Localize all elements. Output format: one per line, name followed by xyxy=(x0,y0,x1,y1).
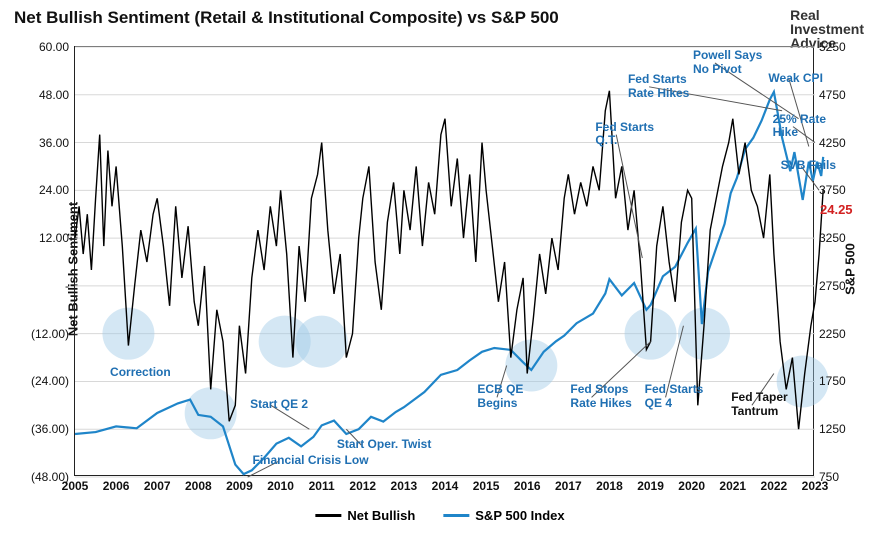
x-tick: 2007 xyxy=(144,475,171,493)
y-right-tick: 3250 xyxy=(813,231,846,245)
x-tick: 2006 xyxy=(103,475,130,493)
y-left-tick: 36.00 xyxy=(19,136,75,150)
legend-item: S&P 500 Index xyxy=(443,508,564,523)
logo-line2: Investment xyxy=(790,22,864,36)
x-tick: 2017 xyxy=(555,475,582,493)
x-tick: 2019 xyxy=(637,475,664,493)
x-tick: 2023 xyxy=(802,475,829,493)
y-right-tick: 5250 xyxy=(813,40,846,54)
x-tick: 2010 xyxy=(267,475,294,493)
y-right-tick: 2750 xyxy=(813,279,846,293)
legend-item: Net Bullish xyxy=(315,508,415,523)
legend-label: Net Bullish xyxy=(347,508,415,523)
y-right-tick: 3750 xyxy=(813,183,846,197)
chart-container: Net Bullish Sentiment (Retail & Institut… xyxy=(0,0,880,538)
x-tick: 2015 xyxy=(473,475,500,493)
x-tick: 2005 xyxy=(62,475,89,493)
x-tick: 2011 xyxy=(309,475,335,493)
x-tick: 2016 xyxy=(514,475,541,493)
y-left-tick: 24.00 xyxy=(19,183,75,197)
y-right-tick: 1250 xyxy=(813,422,846,436)
y-right-tick: 4750 xyxy=(813,88,846,102)
y-left-tick: 60.00 xyxy=(19,40,75,54)
x-tick: 2012 xyxy=(349,475,376,493)
x-tick: 2022 xyxy=(761,475,788,493)
legend-swatch xyxy=(315,514,341,517)
y-left-tick: 48.00 xyxy=(19,88,75,102)
y-right-tick: 4250 xyxy=(813,136,846,150)
legend: Net Bullish S&P 500 Index xyxy=(315,508,564,523)
y-left-tick: 12.00 xyxy=(19,231,75,245)
x-tick: 2008 xyxy=(185,475,212,493)
x-tick: 2009 xyxy=(226,475,253,493)
legend-swatch xyxy=(443,514,469,517)
y-left-tick: (12.00) xyxy=(19,327,75,341)
chart-title: Net Bullish Sentiment (Retail & Institut… xyxy=(14,8,559,28)
plot-svg xyxy=(75,47,815,477)
x-tick: 2013 xyxy=(391,475,418,493)
x-tick: 2018 xyxy=(596,475,623,493)
legend-label: S&P 500 Index xyxy=(475,508,564,523)
y-left-tick: (24.00) xyxy=(19,374,75,388)
x-tick: 2020 xyxy=(678,475,705,493)
logo-line1: Real xyxy=(790,8,864,22)
x-tick: 2021 xyxy=(719,475,746,493)
plot-area: 60.0048.0036.0024.0012.00-(12.00)(24.00)… xyxy=(74,46,814,476)
y-right-tick: 2250 xyxy=(813,327,846,341)
y-left-tick: (36.00) xyxy=(19,422,75,436)
last-value-label: 24.25 xyxy=(820,202,853,217)
y-right-tick: 1750 xyxy=(813,374,846,388)
y-left-tick: - xyxy=(19,279,75,293)
x-tick: 2014 xyxy=(432,475,459,493)
